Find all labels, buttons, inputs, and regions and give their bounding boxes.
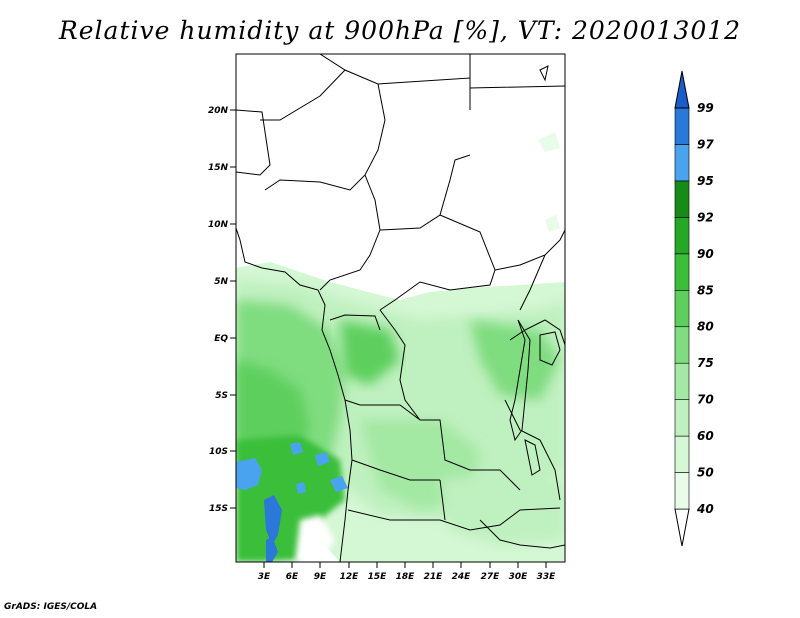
border <box>469 54 565 89</box>
lon-label: 9E <box>314 572 327 582</box>
humidity-area-east <box>470 320 560 400</box>
lake <box>524 439 541 476</box>
lon-label: 27E <box>481 572 501 582</box>
colorbar-segment <box>674 217 690 255</box>
lon-label: 18E <box>396 572 416 582</box>
border <box>379 154 471 231</box>
colorbar-label: 60 <box>697 429 714 443</box>
border <box>236 109 271 176</box>
border <box>379 214 496 311</box>
colorbar-segment <box>674 70 690 109</box>
border <box>260 69 346 121</box>
humidity-area-southeast <box>440 470 565 545</box>
lon-label: 33E <box>537 572 557 582</box>
coastline <box>236 227 353 562</box>
border <box>329 314 381 331</box>
humidity-area-sw-green <box>236 435 345 562</box>
map-frame <box>235 53 566 563</box>
border <box>264 54 386 191</box>
map-title: Relative humidity at 900hPa [%], VT: 202… <box>58 16 742 45</box>
colorbar-segment <box>674 472 690 510</box>
lon-label: 15E <box>368 572 388 582</box>
lat-label: EQ <box>214 334 228 344</box>
humidity-field <box>236 54 565 562</box>
lat-label: 20N <box>208 106 229 116</box>
humidity-area-congo <box>340 320 400 385</box>
colorbar-segment <box>674 289 690 328</box>
colorbar-label: 90 <box>697 247 714 261</box>
lon-label: 6E <box>286 572 299 582</box>
colorbar-segment <box>674 253 690 291</box>
humidity-blue-patch <box>236 458 262 490</box>
lat-label: 5S <box>215 391 228 401</box>
colorbar-segment <box>674 144 690 182</box>
border <box>479 519 565 549</box>
lat-label: 5N <box>214 277 228 287</box>
colorbar-segment <box>674 107 690 145</box>
humidity-area-west-dark <box>236 360 310 450</box>
colorbar-label: 70 <box>697 393 714 407</box>
colorbar-label: 75 <box>697 356 714 370</box>
humidity-blue-patch <box>266 536 278 562</box>
lake <box>539 65 549 82</box>
lon-label: 3E <box>258 572 271 582</box>
lake <box>509 319 531 442</box>
border <box>351 459 440 481</box>
humidity-light-patch <box>545 215 560 232</box>
humidity-blue-patch <box>315 452 330 466</box>
colorbar-segment <box>674 399 690 437</box>
humidity-blue-patch <box>330 476 348 492</box>
country-boundaries <box>236 54 565 562</box>
humidity-light-patch <box>538 132 560 152</box>
border <box>509 319 565 346</box>
lat-label: 15S <box>209 504 228 514</box>
lon-label: 24E <box>452 572 472 582</box>
humidity-blue-patch <box>296 482 306 494</box>
colorbar-segment <box>674 180 690 218</box>
border <box>319 174 381 291</box>
lon-label: 12E <box>340 572 360 582</box>
lat-label: 10S <box>209 447 228 457</box>
border <box>347 507 561 531</box>
humidity-blue-patch <box>264 495 282 545</box>
colorbar-segment <box>674 326 690 364</box>
colorbar-label: 80 <box>697 320 714 334</box>
colorbar-label: 92 <box>697 210 714 224</box>
colorbar-label: 85 <box>697 283 714 297</box>
colorbar-segment <box>674 362 690 400</box>
border <box>439 479 446 521</box>
lat-label: 15N <box>208 163 229 173</box>
lat-label: 10N <box>208 220 229 230</box>
colorbar-segment <box>674 508 690 547</box>
colorbar-label: 99 <box>697 101 714 115</box>
lake <box>539 331 561 366</box>
humidity-dry-patch <box>295 515 335 562</box>
border <box>344 399 421 421</box>
footer-credit: GrADS: IGES/COLA <box>4 602 98 612</box>
lon-axis <box>263 562 547 568</box>
border <box>504 399 561 501</box>
border <box>519 254 546 311</box>
colorbar-label: 97 <box>697 137 714 151</box>
colorbar-segment <box>674 435 690 473</box>
colorbar-label: 50 <box>697 466 714 480</box>
colorbar-label: 95 <box>697 174 714 188</box>
lat-axis <box>230 109 236 509</box>
humidity-blue-patch <box>290 442 303 455</box>
colorbar-label: 40 <box>696 502 714 516</box>
lon-label: 30E <box>509 572 529 582</box>
colorbar: 40 50 60 70 75 80 85 90 92 95 97 99 <box>674 70 714 547</box>
lon-label: 21E <box>424 572 444 582</box>
